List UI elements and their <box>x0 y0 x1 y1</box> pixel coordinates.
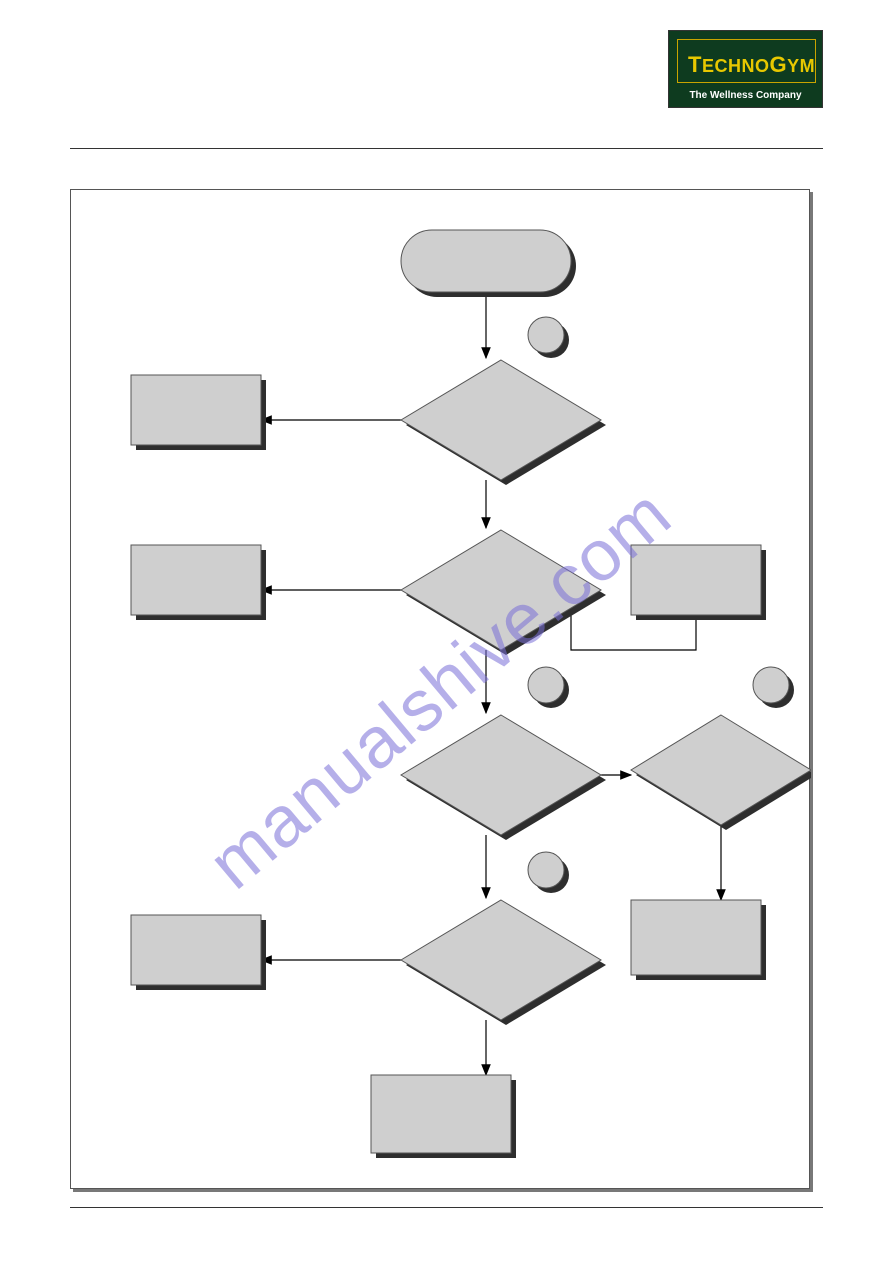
flowchart-svg <box>71 190 811 1190</box>
process-node <box>631 545 761 615</box>
page-header: TECHNOGYM The Wellness Company <box>70 30 823 140</box>
logo-frame: TECHNOGYM <box>677 39 816 83</box>
connector-node <box>753 667 789 703</box>
process-node <box>131 375 261 445</box>
logo-tagline: The Wellness Company <box>669 90 822 101</box>
footer-divider <box>70 1207 823 1208</box>
decision-node <box>631 715 811 825</box>
logo-wordmark: TECHNOGYM <box>688 52 815 78</box>
decision-node <box>401 900 601 1020</box>
terminator-node <box>401 230 571 292</box>
decision-node <box>401 715 601 835</box>
page: TECHNOGYM The Wellness Company manualshi… <box>70 30 823 1189</box>
decision-node <box>401 360 601 480</box>
process-node <box>131 915 261 985</box>
process-node <box>131 545 261 615</box>
process-node <box>371 1075 511 1153</box>
connector-node <box>528 667 564 703</box>
process-node <box>631 900 761 975</box>
connector-node <box>528 317 564 353</box>
connector-node <box>528 852 564 888</box>
header-divider <box>70 148 823 149</box>
brand-logo: TECHNOGYM The Wellness Company <box>668 30 823 108</box>
flowchart-frame: manualshive.com <box>70 189 810 1189</box>
